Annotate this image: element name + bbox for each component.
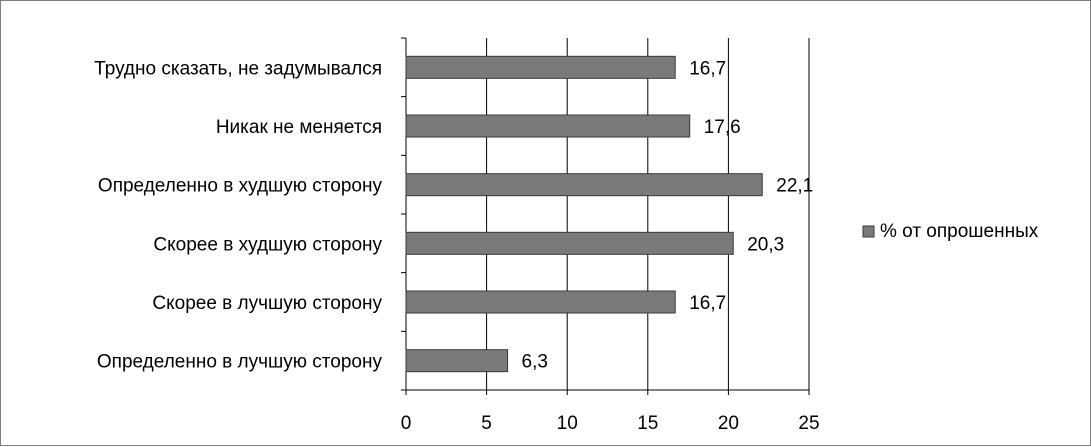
data-label: 16,7 (689, 58, 726, 79)
labels: Трудно сказать, не задумывался 16,7 Никак … (94, 58, 813, 372)
gridlines (486, 38, 810, 390)
category-label: Никак не меняется (216, 117, 382, 138)
x-tick-label: 25 (798, 413, 819, 434)
data-label: 6,3 (522, 352, 548, 373)
category-label: Определенно в лучшую сторону (97, 352, 383, 373)
bar (405, 55, 676, 79)
data-label: 22,1 (776, 176, 813, 197)
legend: % от опрошенных (862, 221, 1039, 242)
bar (405, 231, 734, 255)
legend-swatch (862, 225, 875, 238)
category-label: Трудно сказать, не задумывался (94, 58, 382, 79)
x-tick-label: 5 (481, 413, 492, 434)
bar (405, 114, 691, 138)
x-tick-label: 20 (718, 413, 739, 434)
data-label: 20,3 (747, 234, 784, 255)
bar (405, 173, 763, 197)
axes: 0 5 10 15 20 25 (401, 37, 820, 434)
x-tick-label: 10 (557, 413, 578, 434)
x-tick-label: 15 (637, 413, 658, 434)
bar (405, 290, 676, 314)
category-label: Скорее в худшую сторону (153, 234, 382, 255)
data-label: 16,7 (689, 293, 726, 314)
x-tick-label: 0 (401, 413, 412, 434)
category-label: Определенно в худшую сторону (98, 176, 383, 197)
category-label: Скорее в лучшую сторону (152, 293, 382, 314)
data-label: 17,6 (704, 117, 741, 138)
legend-label: % от опрошенных (880, 221, 1039, 242)
bar (405, 349, 509, 373)
bars (405, 55, 763, 373)
